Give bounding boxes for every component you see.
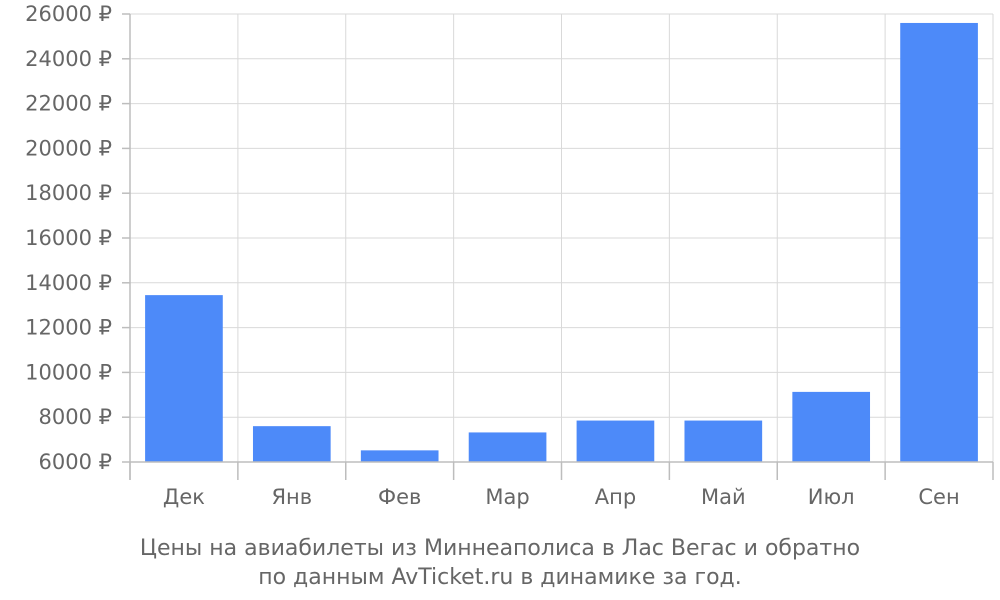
bar-1 [145,295,223,462]
bar-5 [576,420,655,462]
y-tick-label: 24000 ₽ [25,47,112,71]
chart-caption-line-1: Цены на авиабилеты из Миннеаполиса в Лас… [140,536,860,561]
bar-8 [900,22,978,463]
bar-2 [252,426,331,462]
x-tick-label: Май [701,485,746,509]
y-tick-label: 6000 ₽ [39,450,112,474]
y-tick-label: 26000 ₽ [25,2,112,26]
x-tick-label: Сен [918,485,959,509]
x-tick-label: Июл [808,485,855,509]
x-tick-label: Апр [595,485,636,509]
bar-4 [468,432,547,462]
bars [145,22,978,463]
x-tick-label: Янв [271,485,312,509]
x-tick-label: Дек [163,485,205,509]
bar-6 [684,420,763,462]
y-tick-label: 18000 ₽ [25,181,112,205]
axes [122,13,994,480]
chart-caption-line-2: по данным AvTicket.ru в динамике за год. [258,565,742,590]
y-tick-labels: 6000 ₽ 8000 ₽ 10000 ₽ 12000 ₽ 14000 ₽ 16000 ₽… [25,2,112,474]
y-tick-label: 8000 ₽ [39,405,112,429]
bar-3 [360,450,439,462]
y-tick-label: 10000 ₽ [25,360,112,384]
y-tick-label: 14000 ₽ [25,271,112,295]
x-tick-labels: Дек Янв Фев Мар Апр Май Июл Сен [163,485,960,509]
y-tick-label: 20000 ₽ [25,136,112,160]
y-tick-label: 16000 ₽ [25,226,112,250]
x-tick-label: Фев [378,485,421,509]
y-tick-label: 22000 ₽ [25,92,112,116]
x-tick-label: Мар [485,485,529,509]
bar-7 [792,391,871,462]
y-tick-label: 12000 ₽ [25,316,112,340]
